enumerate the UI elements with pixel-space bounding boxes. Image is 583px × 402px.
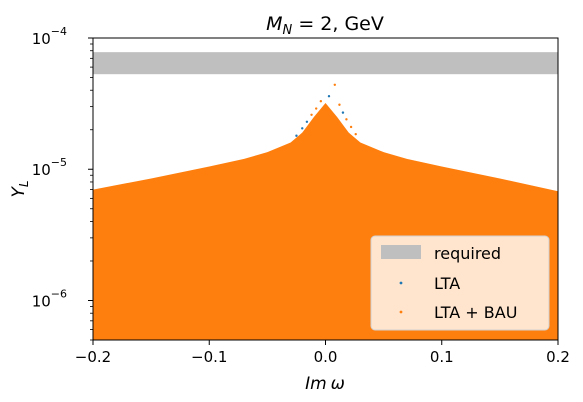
y-tick-exponent: −4 [51, 25, 67, 38]
scatter-point [331, 115, 334, 119]
scatter-point [328, 162, 332, 166]
x-axis-label-italic: Im [305, 374, 327, 394]
scatter-point [310, 113, 313, 116]
scatter-point [354, 132, 357, 136]
x-tick-label: −0.2 [75, 348, 111, 366]
scatter-point [301, 127, 304, 130]
scatter-point [327, 95, 331, 98]
legend-swatch-lta [399, 281, 403, 285]
scatter-point [325, 109, 328, 112]
y-axis: 10−6 10−5 10−4 [32, 25, 93, 341]
legend-swatch-lta-bau [399, 310, 403, 314]
scatter-point [295, 134, 298, 137]
title-subscript: N [283, 23, 293, 38]
legend-swatch-required [381, 245, 421, 259]
scatter-point [333, 83, 336, 86]
x-axis-label: Im ω [305, 374, 345, 394]
title-rest: = 2, GeV [292, 13, 384, 35]
scatter-point [305, 120, 309, 123]
scatter-point [338, 103, 341, 106]
y-axis-label-subscript: L [17, 180, 31, 187]
y-tick-label: 10−6 [32, 287, 67, 310]
scatter-point [319, 99, 323, 103]
scatter-point [317, 129, 320, 133]
scatter-point [321, 123, 325, 126]
scatter-point [349, 125, 353, 129]
scatter-point [340, 168, 343, 171]
x-axis: −0.2 −0.1 0.0 0.1 0.2 [75, 340, 570, 366]
legend: required LTA LTA + BAU [370, 235, 550, 331]
legend-label-lta: LTA [434, 274, 460, 293]
legend-label-lta-bau: LTA + BAU [434, 303, 517, 322]
peak-points [295, 83, 357, 174]
x-axis-label-symbol: ω [331, 374, 345, 394]
x-tick-label: 0.0 [314, 348, 338, 366]
scatter-point [312, 170, 316, 174]
y-tick-label: 10−5 [32, 156, 67, 179]
x-tick-label: 0.2 [546, 348, 570, 366]
y-tick-label: 10−4 [32, 25, 67, 48]
scatter-point [335, 128, 339, 131]
legend-label-required: required [434, 244, 501, 263]
required-band [93, 52, 558, 75]
y-tick-exponent: −5 [51, 156, 67, 169]
title-symbol: M [266, 13, 282, 35]
x-tick-label: 0.1 [430, 348, 454, 366]
y-tick-exponent: −6 [51, 287, 67, 300]
scatter-point [345, 118, 348, 121]
y-axis-label-symbol: Y [9, 186, 29, 198]
y-axis-label: YL [9, 180, 31, 197]
x-tick-label: −0.1 [191, 348, 227, 366]
legend-box [370, 235, 550, 331]
scatter-point [315, 107, 318, 110]
scatter-point [341, 111, 345, 114]
chart-title: MN = 2, GeV [266, 13, 384, 38]
